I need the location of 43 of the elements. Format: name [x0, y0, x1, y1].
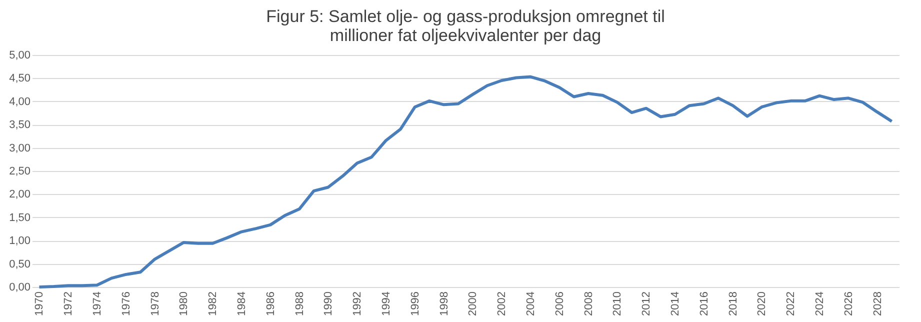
y-tick-label: 2,50	[9, 166, 30, 178]
x-tick-label: 1996	[409, 292, 422, 316]
x-tick-label: 2026	[842, 292, 855, 316]
y-tick-label: 1,50	[9, 212, 30, 224]
x-tick-label: 2008	[582, 292, 595, 316]
x-tick-label: 1984	[236, 292, 248, 316]
x-tick-label: 2018	[727, 292, 740, 316]
y-tick-label: 3,00	[9, 142, 30, 154]
x-tick-label: 1980	[178, 292, 190, 316]
x-tick-label: 1998	[438, 292, 450, 316]
x-tick-label: 2014	[670, 292, 682, 316]
x-tick-label: 1978	[149, 292, 162, 316]
x-tick-label: 1972	[62, 292, 75, 316]
x-tick-label: 2002	[496, 292, 508, 316]
y-tick-label: 4,50	[9, 72, 30, 85]
x-tick-label: 2010	[612, 292, 624, 316]
x-tick-label: 1992	[352, 292, 364, 316]
x-tick-label: 2016	[698, 292, 710, 316]
line-series	[38, 75, 894, 288]
x-tick-label: 2004	[525, 292, 538, 316]
y-tick-label: 1,00	[9, 235, 30, 248]
x-tick-label: 2020	[756, 292, 768, 316]
y-tick-label: 4,00	[9, 96, 30, 108]
x-tick-label: 2024	[814, 292, 826, 316]
y-tick-label: 2,00	[9, 188, 30, 201]
y-tick-label: 3,50	[9, 119, 30, 132]
chart-title: Figur 5: Samlet olje- og gass-produksjon omregnet til millioner fat oljeekvivalenter per dag	[266, 7, 665, 45]
y-tick-label: 0,50	[9, 258, 30, 270]
x-tick-label: 1982	[207, 292, 220, 316]
x-tick-label: 1988	[294, 292, 306, 316]
x-tick-label: 1986	[264, 292, 277, 316]
y-tick-label: 5,00	[9, 50, 30, 62]
y-tick-label: 0,00	[9, 282, 30, 294]
x-tick-label: 2012	[640, 292, 653, 316]
x-tick-label: 1976	[120, 292, 132, 316]
x-tick-label: 1990	[322, 292, 335, 316]
x-tick-label: 2022	[785, 292, 798, 316]
x-tick-label: 1974	[92, 292, 104, 316]
x-tick-label: 2000	[467, 292, 480, 316]
x-tick-label: 1970	[34, 292, 46, 316]
x-tick-label: 2006	[554, 292, 566, 316]
x-tick-label: 1994	[380, 292, 393, 316]
x-tick-label: 2028	[872, 292, 884, 316]
